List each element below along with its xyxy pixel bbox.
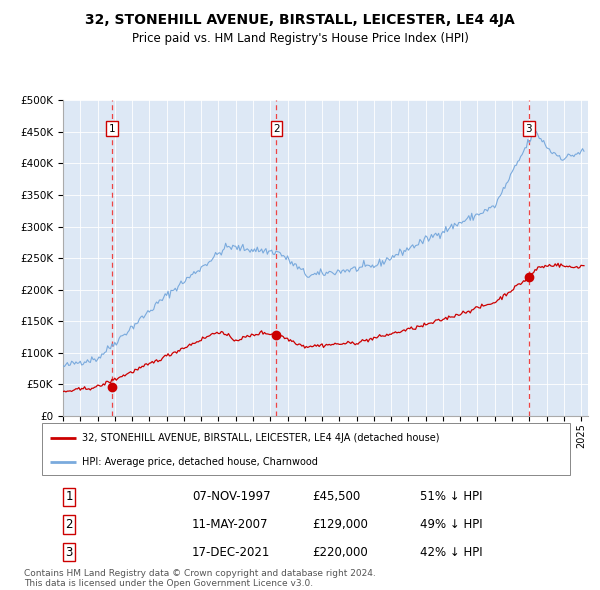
Text: 3: 3 [526,124,532,134]
Text: 51% ↓ HPI: 51% ↓ HPI [420,490,482,503]
Text: 1: 1 [65,490,73,503]
Text: 11-MAY-2007: 11-MAY-2007 [192,518,269,531]
Text: Price paid vs. HM Land Registry's House Price Index (HPI): Price paid vs. HM Land Registry's House … [131,32,469,45]
Text: 49% ↓ HPI: 49% ↓ HPI [420,518,482,531]
Text: £45,500: £45,500 [312,490,360,503]
Text: 2: 2 [273,124,280,134]
Text: 07-NOV-1997: 07-NOV-1997 [192,490,271,503]
Text: £129,000: £129,000 [312,518,368,531]
Text: 3: 3 [65,546,73,559]
Text: £220,000: £220,000 [312,546,368,559]
Text: 32, STONEHILL AVENUE, BIRSTALL, LEICESTER, LE4 4JA: 32, STONEHILL AVENUE, BIRSTALL, LEICESTE… [85,13,515,27]
Text: 42% ↓ HPI: 42% ↓ HPI [420,546,482,559]
Text: 32, STONEHILL AVENUE, BIRSTALL, LEICESTER, LE4 4JA (detached house): 32, STONEHILL AVENUE, BIRSTALL, LEICESTE… [82,432,439,442]
Text: Contains HM Land Registry data © Crown copyright and database right 2024.
This d: Contains HM Land Registry data © Crown c… [24,569,376,588]
Text: 1: 1 [109,124,116,134]
Text: 17-DEC-2021: 17-DEC-2021 [192,546,271,559]
Text: HPI: Average price, detached house, Charnwood: HPI: Average price, detached house, Char… [82,457,317,467]
Text: 2: 2 [65,518,73,531]
